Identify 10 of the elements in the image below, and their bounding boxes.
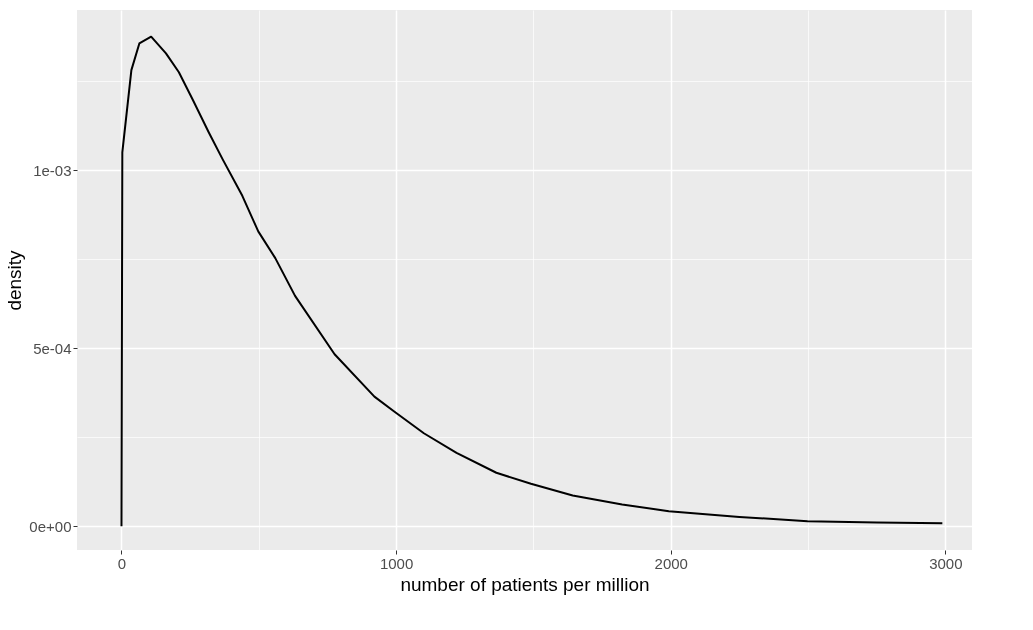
line-series bbox=[120, 35, 944, 528]
x-tick-label: 1000 bbox=[379, 554, 414, 572]
y-tick-label: 5e-04 bbox=[33, 339, 72, 357]
x-tick-label: 0 bbox=[117, 554, 127, 572]
y-axis-title: density bbox=[4, 249, 26, 311]
x-tick-label: 3000 bbox=[929, 554, 963, 572]
x-axis-title: number of patients per million bbox=[400, 573, 650, 595]
y-tick-label: 0e+00 bbox=[29, 517, 72, 535]
y-tick-label: 1e-03 bbox=[33, 161, 72, 179]
x-tick-label: 2000 bbox=[654, 554, 688, 572]
